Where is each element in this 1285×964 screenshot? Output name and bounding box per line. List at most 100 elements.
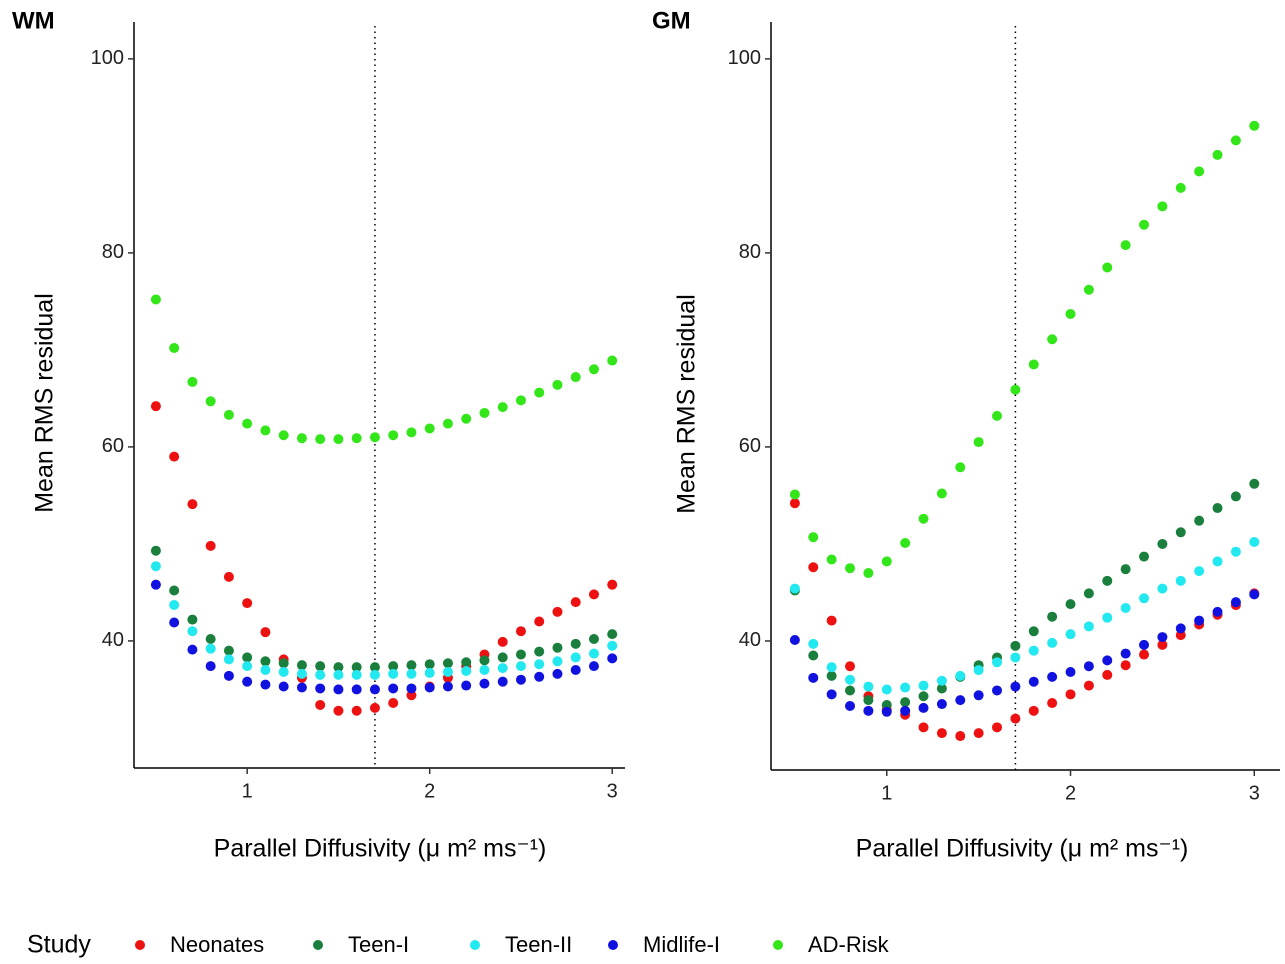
point — [242, 598, 253, 609]
point — [461, 413, 472, 424]
point — [1028, 645, 1039, 656]
point — [973, 437, 984, 448]
point — [260, 627, 271, 638]
point — [1028, 676, 1039, 687]
point — [169, 451, 180, 462]
point — [260, 665, 271, 676]
point — [205, 661, 216, 672]
point — [1120, 602, 1131, 613]
point — [900, 537, 911, 548]
point — [1010, 713, 1021, 724]
y-axis-title: Mean RMS residual — [673, 294, 701, 514]
point — [187, 626, 198, 637]
point — [497, 663, 508, 674]
point — [1010, 384, 1021, 395]
point — [845, 661, 856, 672]
point — [1157, 639, 1168, 650]
point — [333, 662, 344, 673]
point — [1102, 655, 1113, 666]
legend-swatch — [608, 940, 618, 950]
point — [461, 657, 472, 668]
y-tick-label: 60 — [102, 435, 124, 457]
point — [1010, 652, 1021, 663]
point — [479, 665, 490, 676]
y-tick-label: 40 — [739, 629, 761, 651]
point — [242, 676, 253, 687]
x-tick-label: 1 — [881, 782, 892, 804]
point — [479, 407, 490, 418]
point — [918, 702, 929, 713]
point — [1047, 637, 1058, 648]
legend-swatch — [135, 940, 145, 950]
x-tick-label: 1 — [242, 780, 253, 802]
legend-label: Teen-II — [505, 932, 572, 957]
point — [607, 629, 618, 640]
point — [973, 728, 984, 739]
point — [936, 699, 947, 710]
point — [1047, 698, 1058, 709]
y-tick-label: 100 — [728, 47, 761, 69]
point — [515, 674, 526, 685]
y-tick-label: 100 — [91, 47, 124, 69]
point — [388, 683, 399, 694]
legend-label: AD-Risk — [808, 932, 890, 957]
point — [1010, 640, 1021, 651]
point — [461, 665, 472, 676]
point — [515, 395, 526, 406]
point — [150, 561, 161, 572]
point — [296, 660, 307, 671]
point — [296, 682, 307, 693]
point — [918, 722, 929, 733]
point — [808, 562, 819, 573]
point — [552, 668, 563, 679]
point — [315, 661, 326, 672]
point — [955, 695, 966, 706]
y-tick-label: 80 — [739, 241, 761, 263]
point — [351, 684, 362, 695]
point — [169, 600, 180, 611]
point — [1083, 284, 1094, 295]
point — [242, 652, 253, 663]
point — [534, 659, 545, 670]
point — [1212, 503, 1223, 514]
point — [936, 683, 947, 694]
point — [808, 672, 819, 683]
point — [497, 402, 508, 413]
point — [351, 669, 362, 680]
point — [442, 681, 453, 692]
point — [205, 540, 216, 551]
point — [260, 656, 271, 667]
point — [1028, 626, 1039, 637]
point — [845, 563, 856, 574]
point — [1249, 478, 1260, 489]
point — [881, 706, 892, 717]
point — [150, 579, 161, 590]
point — [1139, 649, 1150, 660]
point — [369, 702, 380, 713]
point — [1083, 621, 1094, 632]
point — [1139, 593, 1150, 604]
point — [150, 545, 161, 556]
point — [588, 589, 599, 600]
point — [424, 682, 435, 693]
point — [1120, 240, 1131, 251]
legend-swatch — [773, 940, 783, 950]
point — [552, 642, 563, 653]
point — [388, 661, 399, 672]
point — [278, 666, 289, 677]
point — [424, 659, 435, 670]
point — [992, 657, 1003, 668]
point — [570, 652, 581, 663]
point — [388, 668, 399, 679]
point — [187, 614, 198, 625]
point — [918, 691, 929, 702]
point — [296, 668, 307, 679]
x-axis-title: Parallel Diffusivity (μ m² ms⁻¹) — [214, 835, 547, 863]
point — [406, 660, 417, 671]
point — [278, 430, 289, 441]
point — [1194, 566, 1205, 577]
point — [826, 670, 837, 681]
point — [789, 489, 800, 500]
point — [1047, 334, 1058, 345]
point — [900, 705, 911, 716]
